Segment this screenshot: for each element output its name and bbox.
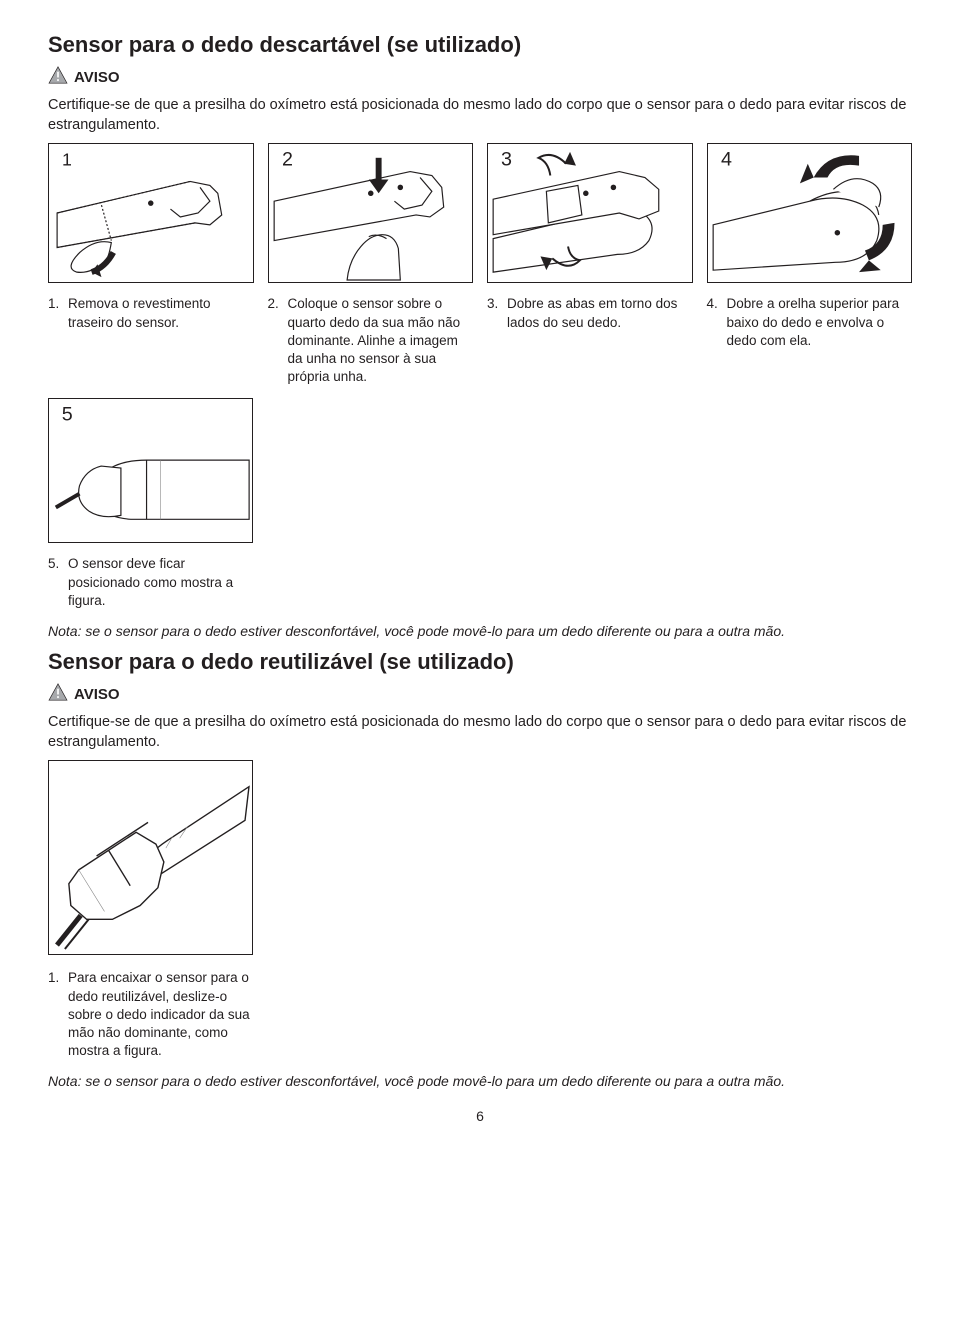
warning-icon <box>48 683 68 708</box>
note-1-text: se o sensor para o dedo estiver desconfo… <box>81 623 785 639</box>
step-2-text: Coloque o sensor sobre o quarto dedo da … <box>288 295 474 386</box>
fig-number-4: 4 <box>721 149 732 171</box>
step-1: 1 1. Remova o revestimento tr <box>48 143 254 386</box>
step-3-text: Dobre as abas em torno dos lados do seu … <box>507 295 693 331</box>
note-1: Nota: se o sensor para o dedo estiver de… <box>48 622 912 641</box>
step-2: 2 2. Coloque o sensor sobre o quarto d <box>268 143 474 386</box>
note-1-label: Nota: <box>48 623 81 639</box>
step-1-figure: 1 <box>48 143 254 283</box>
step-1-text: Remova o revestimento traseiro do sensor… <box>68 295 254 331</box>
section2-step-num: 1. <box>48 969 68 1060</box>
step-3-num: 3. <box>487 295 507 331</box>
note-2: Nota: se o sensor para o dedo estiver de… <box>48 1072 912 1091</box>
step-4-caption: 4. Dobre a orelha superior para baixo do… <box>707 295 913 350</box>
step-4-text: Dobre a orelha superior para baixo do de… <box>727 295 913 350</box>
step-2-num: 2. <box>268 295 288 386</box>
step-4-num: 4. <box>707 295 727 350</box>
aviso-label-2: AVISO <box>74 685 120 705</box>
step-4-figure: 4 <box>707 143 913 283</box>
aviso-row-1: AVISO <box>48 66 912 91</box>
fig-number-3: 3 <box>501 149 512 171</box>
note-2-text: se o sensor para o dedo estiver desconfo… <box>81 1073 785 1089</box>
step-5-num: 5. <box>48 555 68 610</box>
step-3: 3 3. Dobre as abas e <box>487 143 693 386</box>
section2-step: 1. Para encaixar o sensor para o dedo re… <box>48 760 912 1060</box>
warning-icon <box>48 66 68 91</box>
section2-step-caption: 1. Para encaixar o sensor para o dedo re… <box>48 969 253 1060</box>
steps-row-1: 1 1. Remova o revestimento tr <box>48 143 912 386</box>
section2-title: Sensor para o dedo reutilizável (se util… <box>48 647 912 677</box>
step-2-caption: 2. Coloque o sensor sobre o quarto dedo … <box>268 295 474 386</box>
step-1-caption: 1. Remova o revestimento traseiro do sen… <box>48 295 254 331</box>
aviso-text-1: Certifique-se de que a presilha do oxíme… <box>48 96 912 135</box>
step-3-caption: 3. Dobre as abas em torno dos lados do s… <box>487 295 693 331</box>
aviso-row-2: AVISO <box>48 683 912 708</box>
steps-row-2: 5 5. O sensor deve ficar posicionado com… <box>48 398 912 610</box>
note-2-label: Nota: <box>48 1073 81 1089</box>
step-4: 4 4. <box>707 143 913 386</box>
fig-number-5: 5 <box>62 404 73 426</box>
section2-figure <box>48 760 253 955</box>
page-number: 6 <box>48 1107 912 1126</box>
fig-number-1: 1 <box>62 150 72 170</box>
step-3-figure: 3 <box>487 143 693 283</box>
step-2-figure: 2 <box>268 143 474 283</box>
aviso-text-2: Certifique-se de que a presilha do oxíme… <box>48 713 912 752</box>
fig-number-2: 2 <box>282 149 293 171</box>
step-5: 5 5. O sensor deve ficar posicionado com… <box>48 398 253 610</box>
aviso-label-1: AVISO <box>74 68 120 88</box>
step-1-num: 1. <box>48 295 68 331</box>
step-5-caption: 5. O sensor deve ficar posicionado como … <box>48 555 253 610</box>
section1-title: Sensor para o dedo descartável (se utili… <box>48 30 912 60</box>
step-5-text: O sensor deve ficar posicionado como mos… <box>68 555 253 610</box>
step-5-figure: 5 <box>48 398 253 543</box>
section2-step-text: Para encaixar o sensor para o dedo reuti… <box>68 969 253 1060</box>
